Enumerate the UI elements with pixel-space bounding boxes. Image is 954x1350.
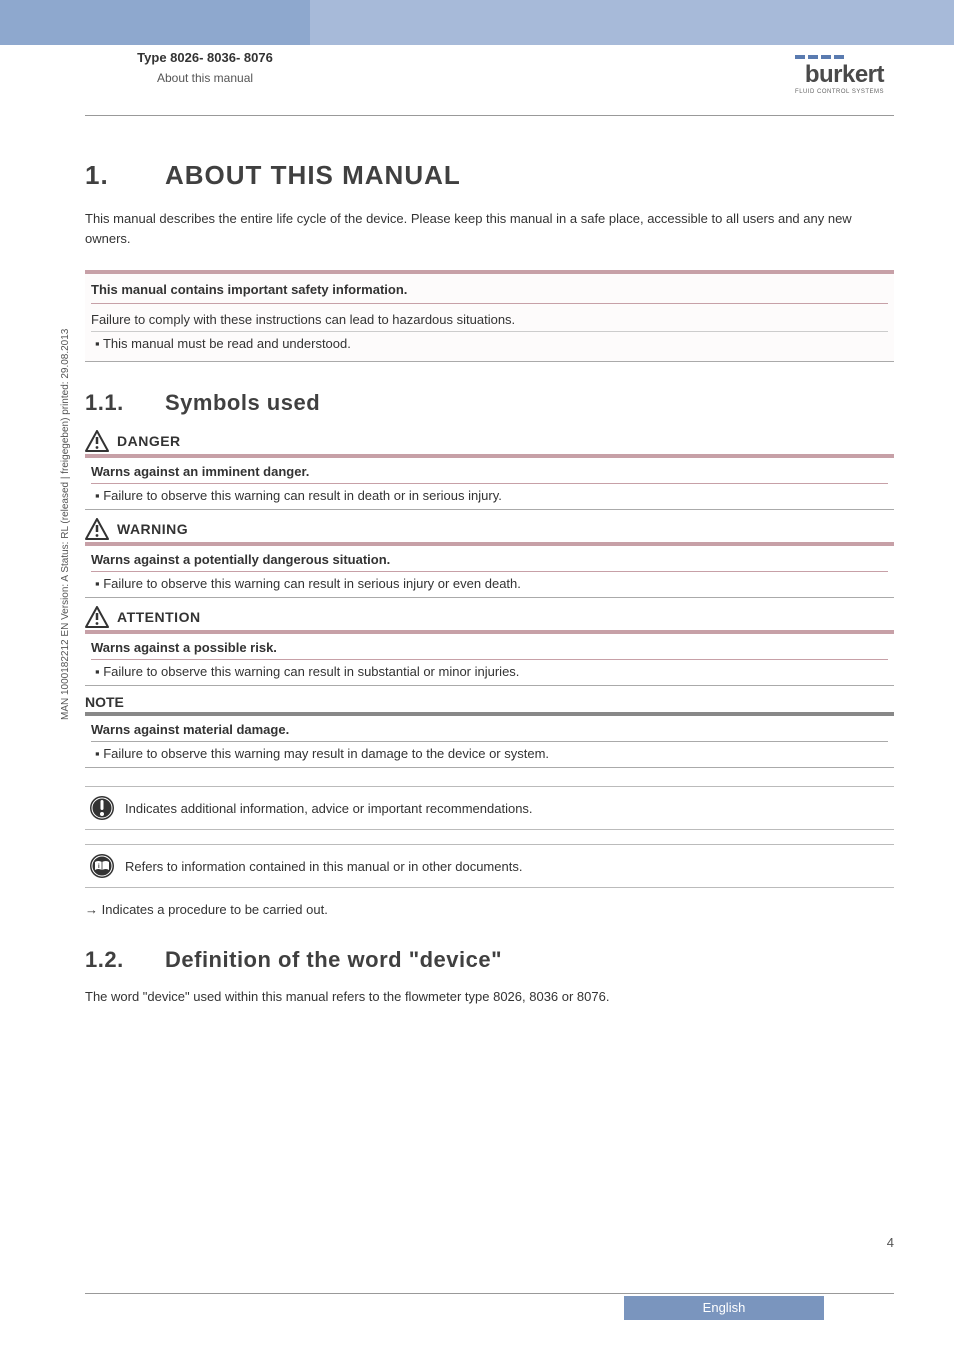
warning-triangle-icon — [85, 518, 109, 540]
header-type-line: Type 8026- 8036- 8076 — [100, 50, 310, 65]
side-meta-text: MAN 1000182212 EN Version: A Status: RL … — [60, 329, 71, 720]
section-1-number: 1. — [85, 160, 165, 191]
header-subtitle: About this manual — [100, 71, 310, 85]
attention-label: ATTENTION — [117, 609, 201, 625]
footer-language-bar: English — [624, 1296, 824, 1320]
danger-header: DANGER — [85, 430, 894, 452]
warning-label: WARNING — [117, 521, 188, 537]
attention-bullet: ▪ Failure to observe this warning can re… — [91, 660, 888, 681]
top-bar-right — [310, 0, 954, 45]
subsection-12-number: 1.2. — [85, 947, 165, 973]
safety-bullet: ▪ This manual must be read and understoo… — [91, 331, 888, 351]
note-bullet: ▪ Failure to observe this warning may re… — [91, 742, 888, 763]
warning-block: WARNING Warns against a potentially dang… — [85, 518, 894, 598]
info-icon-row: Indicates additional information, advice… — [85, 786, 894, 830]
section-1-intro: This manual describes the entire life cy… — [85, 209, 894, 248]
danger-label: DANGER — [117, 433, 181, 449]
page-number: 4 — [887, 1235, 894, 1250]
header-box: Type 8026- 8036- 8076 About this manual — [100, 50, 310, 85]
attention-triangle-icon — [85, 606, 109, 628]
logo-text: burkert — [795, 61, 884, 89]
ref-icon-row: i Refers to information contained in thi… — [85, 844, 894, 888]
attention-block: ATTENTION Warns against a possible risk.… — [85, 606, 894, 686]
logo-tagline: FLUID CONTROL SYSTEMS — [795, 89, 884, 95]
brand-logo: burkert FLUID CONTROL SYSTEMS — [795, 55, 884, 95]
subsection-12-heading: 1.2.Definition of the word "device" — [85, 947, 894, 973]
subsection-12-body: The word "device" used within this manua… — [85, 987, 894, 1007]
subsection-11-heading: 1.1.Symbols used — [85, 390, 894, 416]
safety-line: Failure to comply with these instruction… — [91, 312, 888, 327]
ref-icon-text: Refers to information contained in this … — [125, 859, 522, 874]
header-divider — [85, 115, 894, 116]
warning-body: Warns against a potentially dangerous si… — [85, 542, 894, 598]
danger-bold: Warns against an imminent danger. — [91, 462, 888, 484]
note-body: Warns against material damage. ▪ Failure… — [85, 712, 894, 768]
safety-info-box: This manual contains important safety in… — [85, 270, 894, 362]
warning-bullet: ▪ Failure to observe this warning can re… — [91, 572, 888, 593]
danger-block: DANGER Warns against an imminent danger.… — [85, 430, 894, 510]
danger-bullet: ▪ Failure to observe this warning can re… — [91, 484, 888, 505]
subsection-12-title: Definition of the word "device" — [165, 947, 502, 972]
book-circle-icon: i — [89, 853, 115, 879]
info-icon-text: Indicates additional information, advice… — [125, 801, 533, 816]
section-1-title: ABOUT THIS MANUAL — [165, 160, 461, 190]
warning-header: WARNING — [85, 518, 894, 540]
subsection-11-number: 1.1. — [85, 390, 165, 416]
attention-bold: Warns against a possible risk. — [91, 638, 888, 660]
top-bar-left — [0, 0, 310, 45]
note-label: NOTE — [85, 694, 894, 710]
arrow-procedure-line: → Indicates a procedure to be carried ou… — [85, 902, 894, 917]
danger-body: Warns against an imminent danger. ▪ Fail… — [85, 454, 894, 510]
safety-bold: This manual contains important safety in… — [91, 282, 888, 304]
subsection-11-title: Symbols used — [165, 390, 320, 415]
footer-divider — [85, 1293, 894, 1294]
note-bold: Warns against material damage. — [91, 720, 888, 742]
danger-triangle-icon — [85, 430, 109, 452]
attention-header: ATTENTION — [85, 606, 894, 628]
content-area: 1.ABOUT THIS MANUAL This manual describe… — [85, 160, 894, 1029]
section-1-heading: 1.ABOUT THIS MANUAL — [85, 160, 894, 191]
warning-bold: Warns against a potentially dangerous si… — [91, 550, 888, 572]
logo-bars — [795, 55, 884, 59]
exclamation-circle-icon — [89, 795, 115, 821]
attention-body: Warns against a possible risk. ▪ Failure… — [85, 630, 894, 686]
